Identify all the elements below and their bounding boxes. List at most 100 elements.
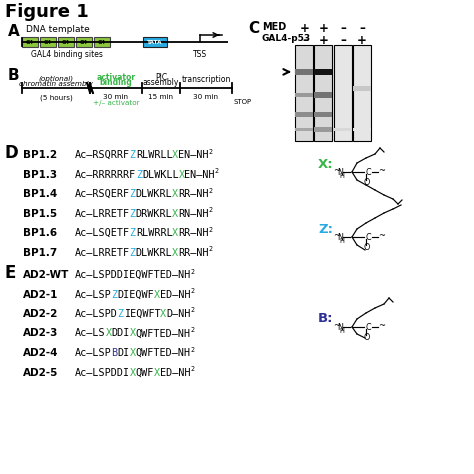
Text: ED–NH: ED–NH [160,367,191,377]
Text: Z:: Z: [318,222,333,236]
Text: BP1.7: BP1.7 [23,247,57,257]
Text: Z: Z [111,290,118,300]
Text: +: + [357,34,367,47]
Text: D: D [5,144,19,162]
Text: G4: G4 [98,39,106,45]
Text: X: X [130,348,136,358]
Text: O: O [364,243,370,252]
Text: Z: Z [130,189,136,199]
Text: binding: binding [100,78,132,87]
Text: RR–NH: RR–NH [178,228,209,238]
Text: C: C [366,233,372,241]
Text: transcription: transcription [182,75,231,84]
Text: 2: 2 [209,207,213,213]
Text: DI: DI [118,348,130,358]
Text: E: E [5,264,17,282]
Text: AD2-1: AD2-1 [23,290,58,300]
Text: X: X [173,189,178,199]
Bar [76,37,92,47]
Text: –: – [302,34,308,47]
Text: Figure 1: Figure 1 [5,3,89,21]
Text: BP1.5: BP1.5 [23,209,57,219]
Text: ~: ~ [333,321,340,330]
Text: 2: 2 [191,327,195,333]
Text: X: X [105,328,111,338]
Text: RR–NH: RR–NH [178,189,209,199]
Text: –: – [340,22,346,35]
Text: ~: ~ [378,321,385,330]
Text: chromatin assembly: chromatin assembly [19,81,93,87]
Bar [354,86,372,91]
Bar [334,45,352,141]
Text: ED–NH: ED–NH [160,290,191,300]
Text: X: X [160,309,166,319]
Text: Z: Z [136,170,142,180]
Text: Ac–LSPDDI: Ac–LSPDDI [75,367,130,377]
Text: X: X [130,328,136,338]
Text: TATA: TATA [147,39,163,45]
Text: STOP: STOP [234,99,252,105]
Text: Ac–LRRETF: Ac–LRRETF [75,209,130,219]
Text: RR–NH: RR–NH [178,247,209,257]
Text: 2: 2 [209,246,213,252]
Text: Ac–LSPDDIEQWFTED–NH: Ac–LSPDDIEQWFTED–NH [75,270,191,280]
Text: N: N [337,322,343,331]
Bar [295,112,313,117]
Text: +: + [319,22,329,35]
Text: IEQWFT: IEQWFT [124,309,160,319]
Text: ~: ~ [378,166,385,175]
Text: assembly: assembly [143,78,179,87]
Bar [354,45,372,141]
Text: BP1.2: BP1.2 [23,150,57,160]
Text: TSS: TSS [193,50,207,59]
Bar [334,128,352,131]
Bar [295,128,313,131]
Text: 2: 2 [209,188,213,193]
Text: 15 min: 15 min [148,94,173,100]
Text: 2: 2 [191,366,195,372]
Text: AD2-WT: AD2-WT [23,270,69,280]
Text: G4: G4 [80,39,88,45]
Text: activator: activator [96,73,136,82]
Bar [94,37,110,47]
Text: AD2-5: AD2-5 [23,367,58,377]
Text: D–NH: D–NH [166,309,191,319]
Bar [40,37,56,47]
Text: 2: 2 [191,288,195,294]
Bar [58,37,74,47]
Text: N: N [337,233,343,241]
Text: B: B [111,348,118,358]
Bar [354,128,372,131]
Bar [315,92,332,98]
Text: Z: Z [130,228,136,238]
Text: X: X [154,367,160,377]
Bar [315,128,332,132]
Text: QWFTED–NH: QWFTED–NH [136,328,191,338]
Text: C: C [248,21,259,36]
Text: 30 min: 30 min [193,94,219,100]
Text: Ac–RRRRRRF: Ac–RRRRRRF [75,170,136,180]
Text: B:: B: [318,312,334,326]
Bar [315,69,332,75]
Text: QWF: QWF [136,367,154,377]
Text: BP1.4: BP1.4 [23,189,57,199]
Text: 2: 2 [191,346,195,353]
Text: X:: X: [318,157,334,171]
Text: GAL4-p53: GAL4-p53 [262,34,311,43]
Text: G4: G4 [44,39,52,45]
Text: BP1.3: BP1.3 [23,170,57,180]
Text: BP1.6: BP1.6 [23,228,57,238]
Bar [295,45,372,141]
Bar [315,112,332,117]
Text: QWFTED–NH: QWFTED–NH [136,348,191,358]
Bar [143,37,167,47]
Text: RLWRLL: RLWRLL [136,150,173,160]
Text: –: – [340,34,346,47]
Text: X: X [173,228,178,238]
Bar [295,92,313,97]
Text: Ac–LS: Ac–LS [75,328,106,338]
Text: DLWKRL: DLWKRL [136,189,173,199]
Text: PIC: PIC [155,73,167,82]
Text: 2: 2 [215,168,219,174]
Text: AD2-3: AD2-3 [23,328,58,338]
